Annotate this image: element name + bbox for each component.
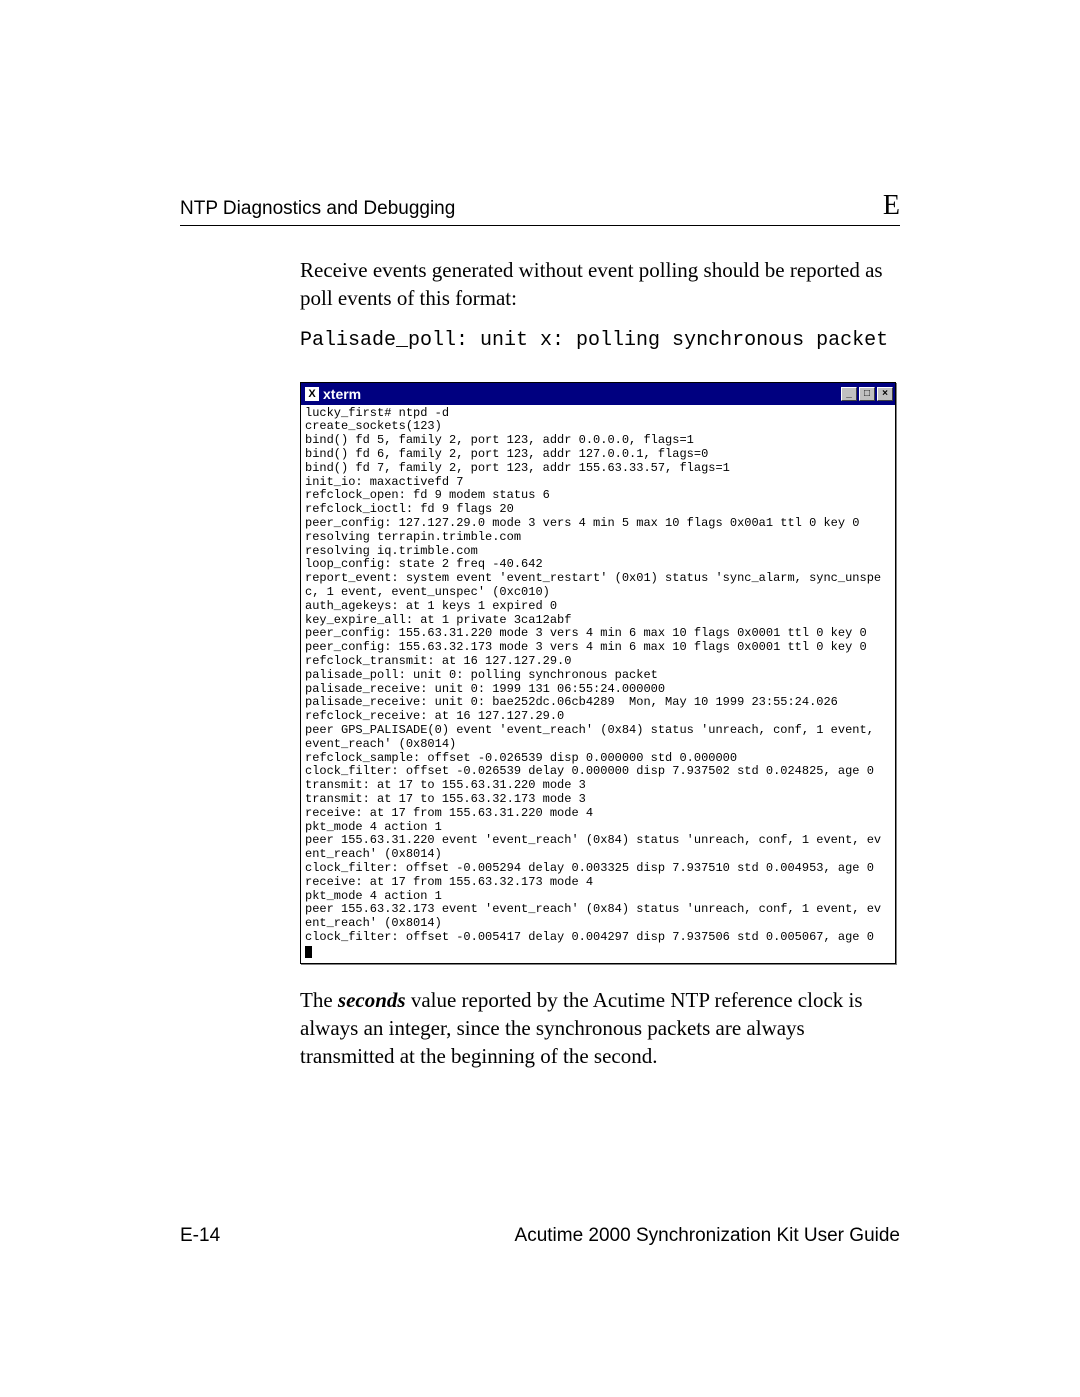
x-logo-icon: X bbox=[305, 387, 319, 401]
code-sample: Palisade_poll: unit x: polling synchrono… bbox=[300, 327, 900, 354]
para2-pre: The bbox=[300, 988, 338, 1012]
page-number: E-14 bbox=[180, 1225, 220, 1247]
footer-guide-title: Acutime 2000 Synchronization Kit User Gu… bbox=[515, 1225, 900, 1247]
header-appendix-letter: E bbox=[883, 190, 900, 222]
para2-em: seconds bbox=[338, 988, 406, 1012]
close-button[interactable]: × bbox=[877, 387, 893, 401]
window-titlebar[interactable]: X xterm _ □ × bbox=[301, 383, 895, 405]
page-footer: E-14 Acutime 2000 Synchronization Kit Us… bbox=[180, 1225, 900, 1247]
terminal-output: lucky_first# ntpd -d create_sockets(123)… bbox=[301, 405, 895, 963]
window-controls: _ □ × bbox=[841, 387, 893, 401]
terminal-cursor bbox=[305, 946, 312, 958]
maximize-button[interactable]: □ bbox=[859, 387, 875, 401]
paragraph-seconds: The seconds value reported by the Acutim… bbox=[300, 986, 900, 1071]
titlebar-left: X xterm bbox=[305, 386, 361, 402]
running-header: NTP Diagnostics and Debugging E bbox=[180, 190, 900, 226]
xterm-window: X xterm _ □ × lucky_first# ntpd -d creat… bbox=[300, 382, 896, 964]
paragraph-intro: Receive events generated without event p… bbox=[300, 256, 900, 313]
minimize-button[interactable]: _ bbox=[841, 387, 857, 401]
header-section-title: NTP Diagnostics and Debugging bbox=[180, 198, 455, 220]
document-page: NTP Diagnostics and Debugging E Receive … bbox=[0, 0, 1080, 1397]
window-title: xterm bbox=[323, 386, 361, 402]
